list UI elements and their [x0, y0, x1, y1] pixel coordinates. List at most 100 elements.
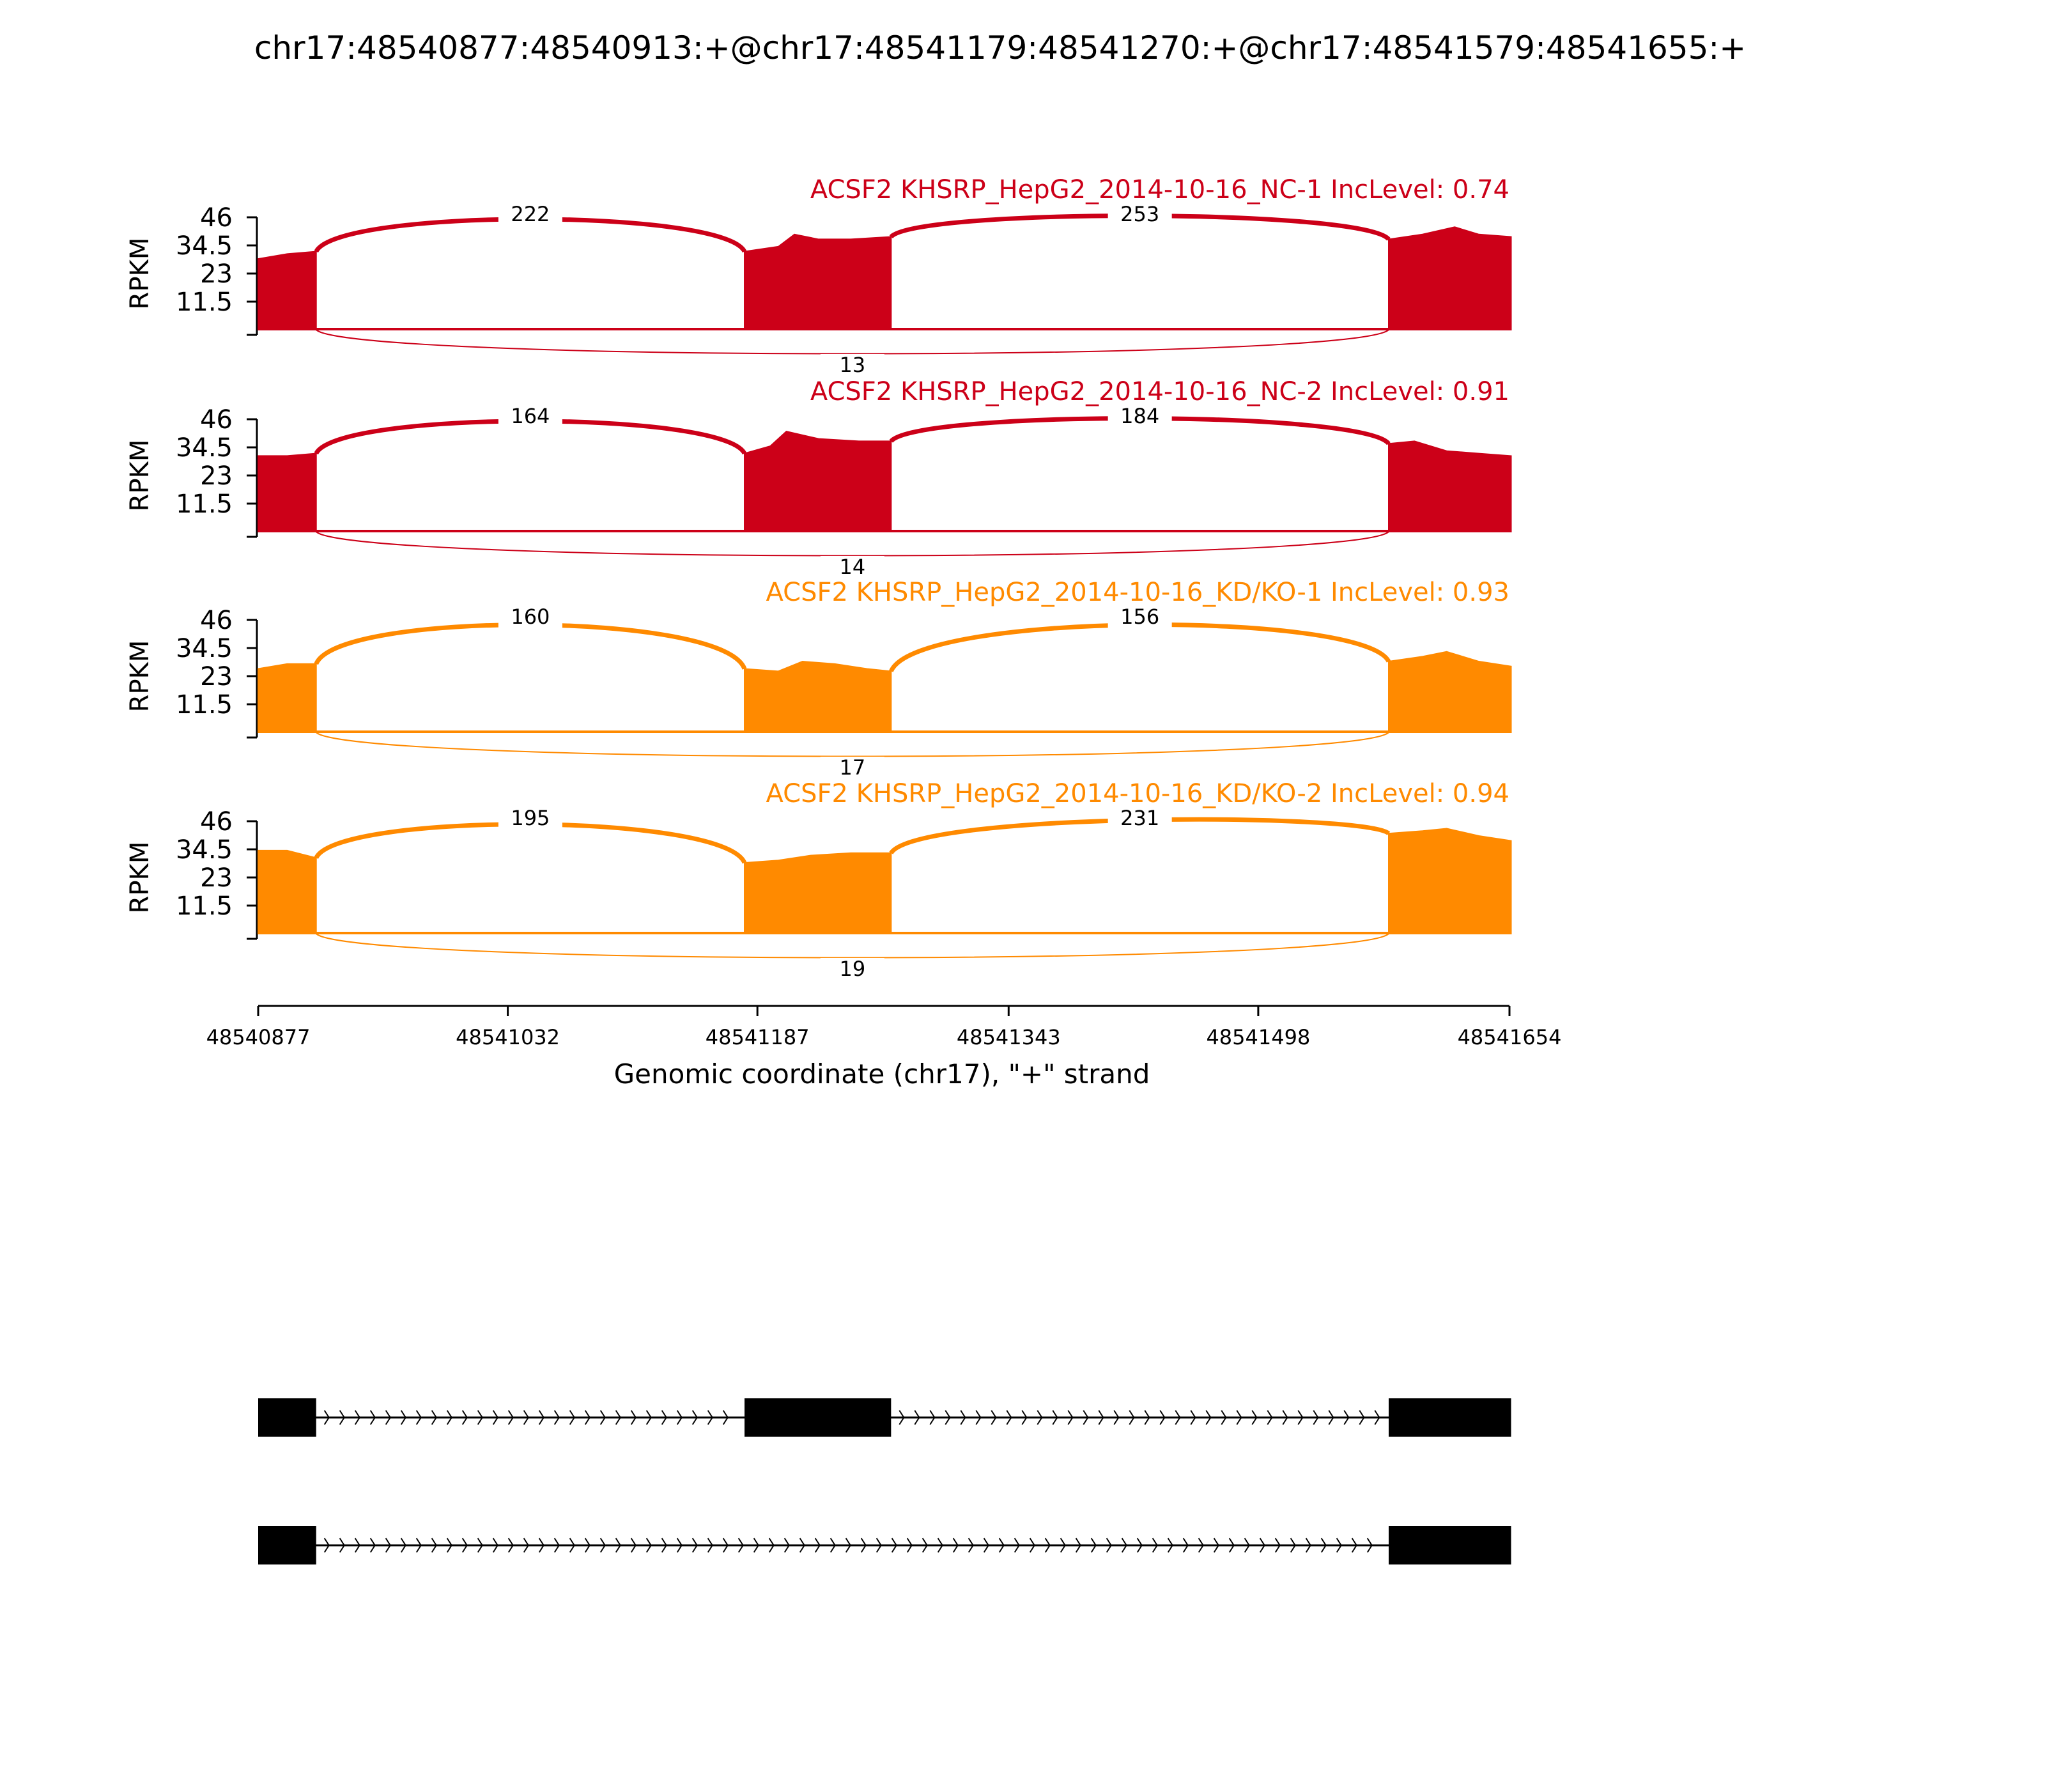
y-tick-label: 46 — [200, 807, 233, 837]
y-axis-label: RPKM — [125, 238, 155, 310]
strand-chevron-icon — [323, 1538, 330, 1553]
strand-chevron-icon — [1136, 1538, 1143, 1553]
strand-chevron-icon — [1328, 1410, 1334, 1425]
junction-count-bg — [498, 203, 562, 226]
strand-chevron-icon — [1060, 1538, 1066, 1553]
junction-arc — [316, 329, 1389, 355]
track-label: ACSF2 KHSRP_HepG2_2014-10-16_KD/KO-2 Inc… — [766, 779, 1509, 808]
junction-count: 156 — [1120, 605, 1159, 629]
strand-chevron-icon — [960, 1410, 966, 1425]
y-tick-label: 46 — [200, 606, 233, 635]
strand-chevron-icon — [899, 1410, 905, 1425]
x-axis-label: Genomic coordinate (chr17), "+" strand — [614, 1058, 1150, 1090]
strand-chevron-icon — [339, 1538, 345, 1553]
strand-chevron-icon — [354, 1410, 360, 1425]
x-tick-label: 48540877 — [206, 1025, 311, 1049]
strand-chevron-icon — [1236, 1410, 1242, 1425]
junction-count: 19 — [840, 957, 866, 981]
strand-chevron-icon — [599, 1410, 606, 1425]
strand-chevron-icon — [492, 1538, 498, 1553]
track-label: ACSF2 KHSRP_HepG2_2014-10-16_NC-2 IncLev… — [810, 377, 1509, 406]
strand-chevron-icon — [1029, 1538, 1035, 1553]
y-tick-label: 11.5 — [176, 690, 233, 720]
strand-chevron-icon — [937, 1538, 943, 1553]
strand-chevron-icon — [1205, 1410, 1212, 1425]
y-tick-label: 34.5 — [176, 835, 233, 865]
strand-chevron-icon — [507, 1538, 514, 1553]
strand-chevron-icon — [354, 1538, 360, 1553]
strand-chevron-icon — [615, 1410, 621, 1425]
exon-coverage-area — [258, 849, 317, 934]
exon-block — [258, 1398, 316, 1437]
strand-chevron-icon — [523, 1538, 529, 1553]
strand-chevron-icon — [569, 1410, 575, 1425]
junction-count: 222 — [511, 202, 550, 226]
strand-chevron-icon — [1343, 1410, 1350, 1425]
figure-title: chr17:48540877:48540913:+@chr17:48541179… — [254, 29, 1746, 66]
x-tick-label: 48541498 — [1206, 1025, 1310, 1049]
y-tick-label: 23 — [200, 863, 233, 893]
strand-chevron-icon — [1320, 1538, 1327, 1553]
strand-chevron-icon — [569, 1538, 575, 1553]
isoform-1 — [258, 1398, 1511, 1437]
junction-count-bg — [820, 354, 884, 377]
exon-block — [745, 1398, 891, 1437]
exon-block — [1389, 1526, 1511, 1564]
strand-chevron-icon — [1228, 1538, 1235, 1553]
junction-count: 253 — [1120, 202, 1159, 226]
strand-chevron-icon — [1198, 1538, 1204, 1553]
strand-chevron-icon — [400, 1410, 406, 1425]
strand-chevron-icon — [1067, 1410, 1074, 1425]
strand-chevron-icon — [369, 1410, 376, 1425]
junction-count-bg — [820, 757, 884, 780]
strand-chevron-icon — [415, 1538, 422, 1553]
y-tick-label: 46 — [200, 203, 233, 233]
y-axis-label: RPKM — [125, 640, 155, 713]
exon-coverage-area — [1388, 828, 1512, 934]
junction-count: 195 — [511, 806, 550, 830]
strand-chevron-icon — [538, 1538, 544, 1553]
strand-chevron-icon — [814, 1538, 821, 1553]
junction-count-bg — [820, 958, 884, 981]
strand-chevron-icon — [661, 1538, 667, 1553]
exon-coverage-area — [1388, 651, 1512, 733]
junction-count-bg — [820, 556, 884, 579]
x-tick-label: 48541187 — [706, 1025, 810, 1049]
exon-coverage-area — [258, 452, 317, 532]
strand-chevron-icon — [1014, 1538, 1020, 1553]
strand-chevron-icon — [1075, 1538, 1081, 1553]
strand-chevron-icon — [1106, 1538, 1112, 1553]
strand-chevron-icon — [975, 1410, 982, 1425]
strand-chevron-icon — [1313, 1410, 1319, 1425]
strand-chevron-icon — [906, 1538, 913, 1553]
isoform-2 — [258, 1526, 1511, 1564]
strand-chevron-icon — [845, 1538, 851, 1553]
strand-chevron-icon — [661, 1410, 667, 1425]
junction-count: 14 — [840, 555, 866, 579]
strand-chevron-icon — [507, 1410, 514, 1425]
strand-chevron-icon — [768, 1538, 775, 1553]
strand-chevron-icon — [1274, 1538, 1281, 1553]
y-tick-label: 46 — [200, 405, 233, 435]
strand-chevron-icon — [922, 1538, 928, 1553]
junction-count-bg — [498, 807, 562, 830]
strand-chevron-icon — [676, 1538, 683, 1553]
x-tick-label: 48541343 — [957, 1025, 1061, 1049]
strand-chevron-icon — [707, 1410, 713, 1425]
strand-chevron-icon — [400, 1538, 406, 1553]
y-tick-label: 34.5 — [176, 433, 233, 463]
exon-coverage-area — [744, 233, 892, 330]
strand-chevron-icon — [1182, 1538, 1189, 1553]
strand-chevron-icon — [799, 1538, 805, 1553]
strand-chevron-icon — [1282, 1410, 1288, 1425]
exon-coverage-area — [258, 663, 317, 733]
strand-chevron-icon — [1190, 1410, 1196, 1425]
strand-chevron-icon — [945, 1410, 951, 1425]
exon-coverage-area — [1388, 226, 1512, 330]
junction-count-bg — [1107, 203, 1172, 226]
strand-chevron-icon — [584, 1410, 590, 1425]
track-label: ACSF2 KHSRP_HepG2_2014-10-16_KD/KO-1 Inc… — [766, 578, 1509, 607]
y-tick-label: 34.5 — [176, 634, 233, 663]
strand-chevron-icon — [477, 1538, 483, 1553]
